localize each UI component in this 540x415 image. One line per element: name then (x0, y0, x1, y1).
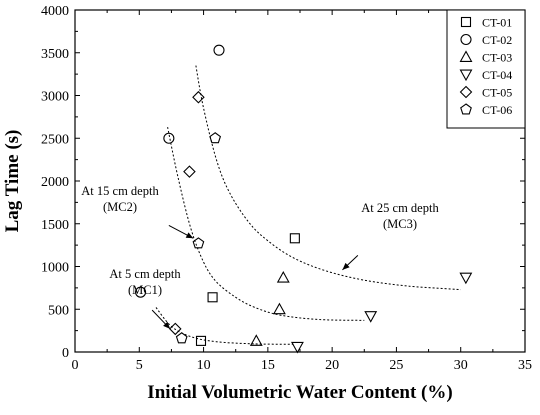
data-point-ct-03 (249, 334, 263, 346)
data-point-ct-01 (195, 335, 207, 346)
x-tick-label: 25 (389, 358, 403, 373)
x-tick-label: 20 (325, 358, 339, 373)
data-point-ct-03 (272, 302, 286, 315)
data-point-ct-04 (364, 311, 378, 323)
data-point-ct-06 (192, 237, 205, 249)
data-point-ct-01 (289, 233, 300, 244)
y-tick-label: 1500 (41, 218, 69, 233)
annotation-arrowhead (342, 262, 350, 270)
legend-box (446, 9, 526, 129)
annotation-arrowhead (163, 321, 171, 329)
annotation-line2: (MC3) (383, 217, 417, 231)
data-point-ct-03 (276, 270, 290, 283)
y-tick-label: 3500 (41, 47, 69, 62)
data-point-ct-06 (209, 132, 222, 144)
legend-label: CT-01 (482, 16, 512, 30)
legend-marker-ct-02 (460, 33, 472, 46)
legend-label: CT-05 (482, 86, 512, 100)
fit-curve-mc2 (167, 126, 365, 321)
legend-label: CT-06 (482, 103, 512, 117)
y-tick-label: 4000 (41, 4, 69, 19)
x-tick-label: 10 (197, 358, 211, 373)
data-point-ct-05 (169, 322, 182, 336)
y-tick-label: 3000 (41, 90, 69, 105)
x-tick-label: 30 (454, 358, 468, 373)
data-point-ct-05 (183, 165, 196, 178)
legend-marker-ct-06 (460, 103, 472, 115)
data-point-ct-02 (213, 44, 225, 56)
fit-curves (155, 65, 461, 345)
data-point-ct-06 (175, 332, 188, 344)
y-axis-title: Lag Time (s) (2, 130, 23, 233)
data-point-ct-05 (192, 90, 205, 104)
data-point-ct-04 (290, 341, 304, 354)
annotation-line1: At 5 cm depth (109, 267, 181, 281)
data-point-ct-01 (207, 292, 218, 303)
x-axis-title: Initial Volumetric Water Content (%) (147, 382, 452, 403)
x-tick-label: 5 (136, 358, 143, 373)
y-tick-label: 2500 (41, 132, 69, 147)
y-tick-label: 500 (48, 303, 69, 318)
data-point-ct-02 (163, 132, 175, 144)
x-tick-label: 0 (72, 358, 79, 373)
annotation-line2: (MC2) (103, 200, 137, 214)
y-tick-label: 0 (62, 346, 69, 361)
y-axis-ticks: 0 500 1000 1500 2000 2500 3000 3500 4000 (41, 4, 525, 361)
data-point-ct-02 (135, 286, 147, 298)
x-tick-label: 35 (518, 358, 532, 373)
x-axis-ticks: 0 5 10 15 20 25 30 35 (72, 10, 532, 373)
annotation-arrowhead (185, 232, 194, 239)
legend-marker-ct-01 (460, 16, 472, 28)
y-tick-label: 1000 (41, 261, 69, 276)
legend-label: CT-03 (482, 51, 512, 65)
legend-marker-ct-04 (459, 69, 473, 82)
data-points (135, 44, 473, 354)
data-point-ct-04 (459, 272, 473, 285)
annotations: At 5 cm depth(MC1)At 15 cm depth(MC2) At … (81, 184, 439, 330)
annotation-line1: At 15 cm depth (81, 184, 159, 198)
legend-marker-ct-05 (459, 85, 473, 99)
legend: CT-01 CT-02 CT-03 CT-04 CT-05 CT-06 (446, 9, 526, 129)
legend-marker-ct-03 (459, 50, 473, 62)
fit-curve-mc3 (195, 65, 461, 291)
legend-label: CT-02 (482, 33, 512, 47)
annotation-line1: At 25 cm depth (361, 201, 439, 215)
x-tick-label: 15 (261, 358, 275, 373)
legend-label: CT-04 (482, 68, 512, 82)
y-tick-label: 2000 (41, 175, 69, 190)
